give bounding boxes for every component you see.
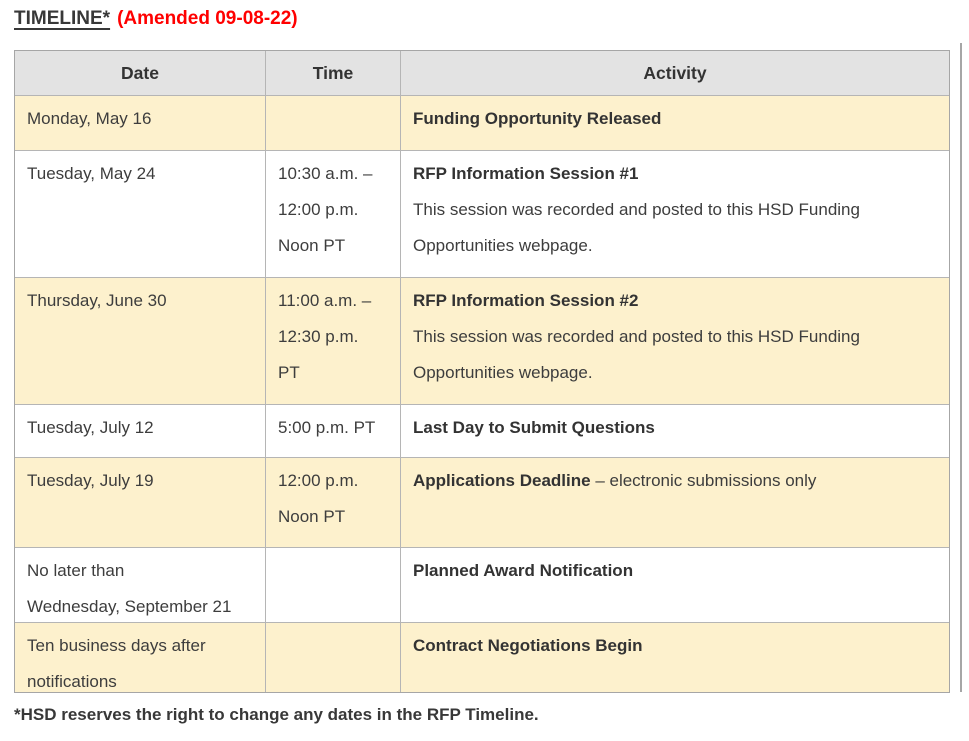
footnote: *HSD reserves the right to change any da… [14, 705, 539, 724]
time-line: PT [278, 363, 300, 382]
table-row: Tuesday, July 19 12:00 p.m. Noon PT Appli… [15, 458, 949, 548]
activity-title: RFP Information Session #2 [413, 291, 639, 310]
activity-line: This session was recorded and posted to … [413, 200, 860, 219]
activity-cell: Applications Deadline – electronic submi… [401, 458, 949, 547]
header-date: Date [15, 51, 266, 95]
activity-title-line: Applications Deadline – electronic submi… [413, 463, 937, 499]
date-cell: Ten business days after notifications [15, 623, 266, 692]
activity-title-suffix: – electronic submissions only [590, 471, 817, 490]
table-row: Ten business days after notifications Con… [15, 623, 949, 692]
page-title: TIMELINE* (Amended 09-08-22) [14, 8, 298, 30]
time-line: 12:00 p.m. [278, 200, 359, 219]
activity-title: Applications Deadline [413, 471, 591, 490]
activity-title: Contract Negotiations Begin [413, 636, 643, 655]
date-line: Tuesday, May 24 [27, 164, 156, 183]
date-cell: No later than Wednesday, September 21 [15, 548, 266, 622]
time-cell: 10:30 a.m. – 12:00 p.m. Noon PT [266, 151, 401, 277]
timeline-title: TIMELINE* [14, 8, 111, 29]
date-line: No later than [27, 561, 125, 580]
activity-line: Opportunities webpage. [413, 236, 593, 255]
activity-cell: Planned Award Notification [401, 548, 949, 622]
table-header-row: Date Time Activity [15, 51, 949, 96]
time-line: 11:00 a.m. – [278, 291, 372, 310]
date-line: Tuesday, July 12 [27, 418, 154, 437]
time-cell: 5:00 p.m. PT [266, 405, 401, 457]
timeline-table-rows: Monday, May 16 Funding Opportunity Relea… [15, 96, 949, 692]
time-line: Noon PT [278, 507, 346, 526]
table-row: Tuesday, July 12 5:00 p.m. PT Last Day t… [15, 405, 949, 458]
activity-cell: RFP Information Session #2 This session … [401, 278, 949, 404]
date-cell: Tuesday, May 24 [15, 151, 266, 277]
time-cell [266, 96, 401, 150]
date-line: notifications [27, 672, 117, 691]
table-row: Thursday, June 30 11:00 a.m. – 12:30 p.m.… [15, 278, 949, 405]
time-line: 12:00 p.m. [278, 471, 359, 490]
table-row: No later than Wednesday, September 21 Pla… [15, 548, 949, 623]
date-cell: Monday, May 16 [15, 96, 266, 150]
activity-title: Planned Award Notification [413, 561, 634, 580]
time-line: 10:30 a.m. – [278, 164, 373, 183]
time-cell [266, 548, 401, 622]
date-line: Monday, May 16 [27, 109, 152, 128]
date-line: Thursday, June 30 [27, 291, 167, 310]
activity-title-line: Last Day to Submit Questions [413, 410, 937, 446]
table-row: Monday, May 16 Funding Opportunity Relea… [15, 96, 949, 151]
activity-line: Opportunities webpage. [413, 363, 593, 382]
time-line: Noon PT [278, 236, 346, 255]
activity-title-line: Planned Award Notification [413, 553, 937, 589]
time-cell: 12:00 p.m. Noon PT [266, 458, 401, 547]
date-cell: Thursday, June 30 [15, 278, 266, 404]
activity-cell: Contract Negotiations Begin [401, 623, 949, 692]
activity-title: Last Day to Submit Questions [413, 418, 655, 437]
table-row: Tuesday, May 24 10:30 a.m. – 12:00 p.m. No… [15, 151, 949, 278]
amendment-note: (Amended 09-08-22) [117, 8, 298, 29]
date-cell: Tuesday, July 19 [15, 458, 266, 547]
date-line: Ten business days after [27, 636, 206, 655]
timeline-table: Date Time Activity Monday, May 16 Fundin… [14, 50, 950, 693]
activity-title-line: Funding Opportunity Released [413, 101, 937, 137]
activity-cell: Last Day to Submit Questions [401, 405, 949, 457]
activity-title-line: RFP Information Session #2 [413, 283, 937, 319]
date-line: Wednesday, September 21 [27, 597, 232, 616]
activity-title-line: Contract Negotiations Begin [413, 628, 937, 664]
activity-line: This session was recorded and posted to … [413, 327, 860, 346]
activity-title: RFP Information Session #1 [413, 164, 639, 183]
activity-title: Funding Opportunity Released [413, 109, 662, 128]
activity-cell: RFP Information Session #1 This session … [401, 151, 949, 277]
date-line: Tuesday, July 19 [27, 471, 154, 490]
page-right-border [960, 43, 962, 692]
time-line: 12:30 p.m. [278, 327, 359, 346]
date-cell: Tuesday, July 12 [15, 405, 266, 457]
activity-cell: Funding Opportunity Released [401, 96, 949, 150]
header-time: Time [266, 51, 401, 95]
time-line: 5:00 p.m. PT [278, 418, 376, 437]
activity-title-line: RFP Information Session #1 [413, 156, 937, 192]
time-cell: 11:00 a.m. – 12:30 p.m. PT [266, 278, 401, 404]
time-cell [266, 623, 401, 692]
header-activity: Activity [401, 51, 949, 95]
